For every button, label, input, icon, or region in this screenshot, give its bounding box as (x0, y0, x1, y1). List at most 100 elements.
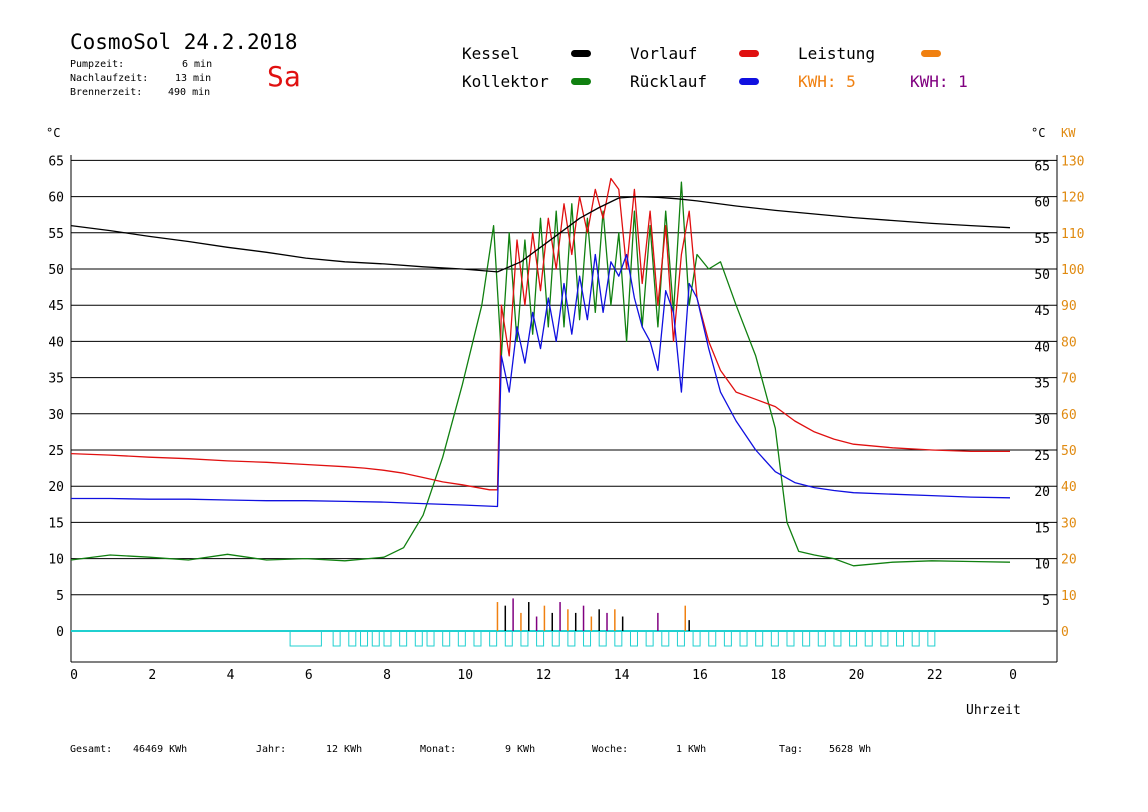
power-tick: 110 (1061, 227, 1084, 242)
status-marker (614, 630, 623, 647)
legend-vorlauf: Vorlauf (630, 44, 698, 63)
status-marker (927, 630, 936, 647)
x-tick: 0 (70, 668, 78, 683)
status-marker (583, 630, 592, 647)
series-line-vorlauf (70, 177, 1010, 491)
nachlauf-label: Nachlaufzeit: (70, 73, 149, 84)
footer-monat-value: 9 KWh (505, 744, 536, 755)
footer-gesamt-label: Gesamt: (70, 744, 113, 755)
y-tick-left: 0 (56, 625, 64, 640)
y-tick-left: 35 (48, 372, 64, 387)
y-tick-right: 45 (1034, 304, 1050, 319)
y-tick-right: 65 (1034, 159, 1050, 174)
power-tick: 50 (1061, 444, 1077, 459)
status-marker (536, 630, 545, 647)
chart-axes (70, 155, 1058, 663)
power-tick: 80 (1061, 335, 1077, 350)
status-box (289, 630, 322, 647)
power-tick: 0 (1061, 625, 1069, 640)
status-marker (442, 630, 451, 647)
status-marker (426, 630, 435, 647)
status-marker (520, 630, 529, 647)
power-tick: 90 (1061, 299, 1077, 314)
y-tick-left: 10 (48, 553, 64, 568)
status-marker (802, 630, 811, 647)
y-tick-right: 60 (1034, 196, 1050, 211)
footer-woche-label: Woche: (592, 744, 629, 755)
x-tick: 16 (692, 668, 708, 683)
y-tick-left: 25 (48, 444, 64, 459)
y-tick-left: 55 (48, 227, 64, 242)
series-lines (70, 177, 1011, 567)
y-tick-right: 5 (1042, 594, 1050, 609)
x-tick: 14 (614, 668, 630, 683)
x-tick: 0 (1009, 668, 1017, 683)
footer-tag-value: 5628 Wh (829, 744, 872, 755)
status-marker (371, 630, 380, 647)
legend-kollektor-swatch (571, 78, 591, 85)
status-marker (864, 630, 873, 647)
x-tick: 18 (770, 668, 786, 683)
legend-ruecklauf: Rücklauf (630, 72, 708, 91)
x-tick: 20 (849, 668, 865, 683)
status-marker (473, 630, 482, 647)
status-marker (598, 630, 607, 647)
y-tick-left: 40 (48, 335, 64, 350)
x-tick: 4 (227, 668, 235, 683)
power-tick: 100 (1061, 263, 1084, 278)
status-marker (817, 630, 826, 647)
chart-grid (71, 159, 1057, 632)
tick-labels: 0510152025303540455055606551015202530354… (46, 126, 1084, 718)
status-marker (551, 630, 560, 647)
y-tick-left: 50 (48, 263, 64, 278)
y-tick-left: 20 (48, 480, 64, 495)
status-marker (567, 630, 576, 647)
status-marker (399, 630, 408, 647)
brenner-value: 490 min (168, 87, 211, 98)
status-marker (629, 630, 638, 647)
weekday-label: Sa (267, 60, 301, 93)
status-marker (723, 630, 732, 647)
x-tick: 22 (927, 668, 943, 683)
status-marker (692, 630, 701, 647)
status-marker (739, 630, 748, 647)
x-tick: 12 (536, 668, 552, 683)
footer-jahr-value: 12 KWh (326, 744, 363, 755)
status-strip (71, 630, 1010, 647)
status-marker (896, 630, 905, 647)
legend-ruecklauf-swatch (739, 78, 759, 85)
status-marker (755, 630, 764, 647)
series-line-kollektor (70, 181, 1011, 567)
status-marker (833, 630, 842, 647)
status-marker (911, 630, 920, 647)
footer-jahr-label: Jahr: (256, 744, 287, 755)
x-axis-label: Uhrzeit (966, 703, 1021, 718)
legend-kessel: Kessel (462, 44, 520, 63)
status-marker (661, 630, 670, 647)
status-marker (457, 630, 466, 647)
status-marker (360, 630, 369, 647)
power-tick: 120 (1061, 191, 1084, 206)
power-tick: 40 (1061, 480, 1077, 495)
y-tick-left: 65 (48, 154, 64, 169)
y-tick-right: 10 (1034, 558, 1050, 573)
footer-monat-label: Monat: (420, 744, 457, 755)
y-tick-left: 60 (48, 191, 64, 206)
status-marker (489, 630, 498, 647)
status-marker (504, 630, 513, 647)
brenner-label: Brennerzeit: (70, 87, 143, 98)
power-tick: 60 (1061, 408, 1077, 423)
power-tick: 70 (1061, 372, 1077, 387)
series-line-rcklauf (71, 253, 1011, 508)
y-tick-left: 30 (48, 408, 64, 423)
x-tick: 10 (457, 668, 473, 683)
power-unit-label: KW (1061, 126, 1076, 140)
status-marker (786, 630, 795, 647)
status-marker (348, 630, 357, 647)
pump-label: Pumpzeit: (70, 59, 125, 70)
status-marker (414, 630, 423, 647)
pump-value: 6 min (182, 59, 213, 70)
status-marker (676, 630, 685, 647)
legend-kwh-second: KWH: 1 (910, 72, 968, 91)
left-unit-label: °C (46, 126, 60, 140)
